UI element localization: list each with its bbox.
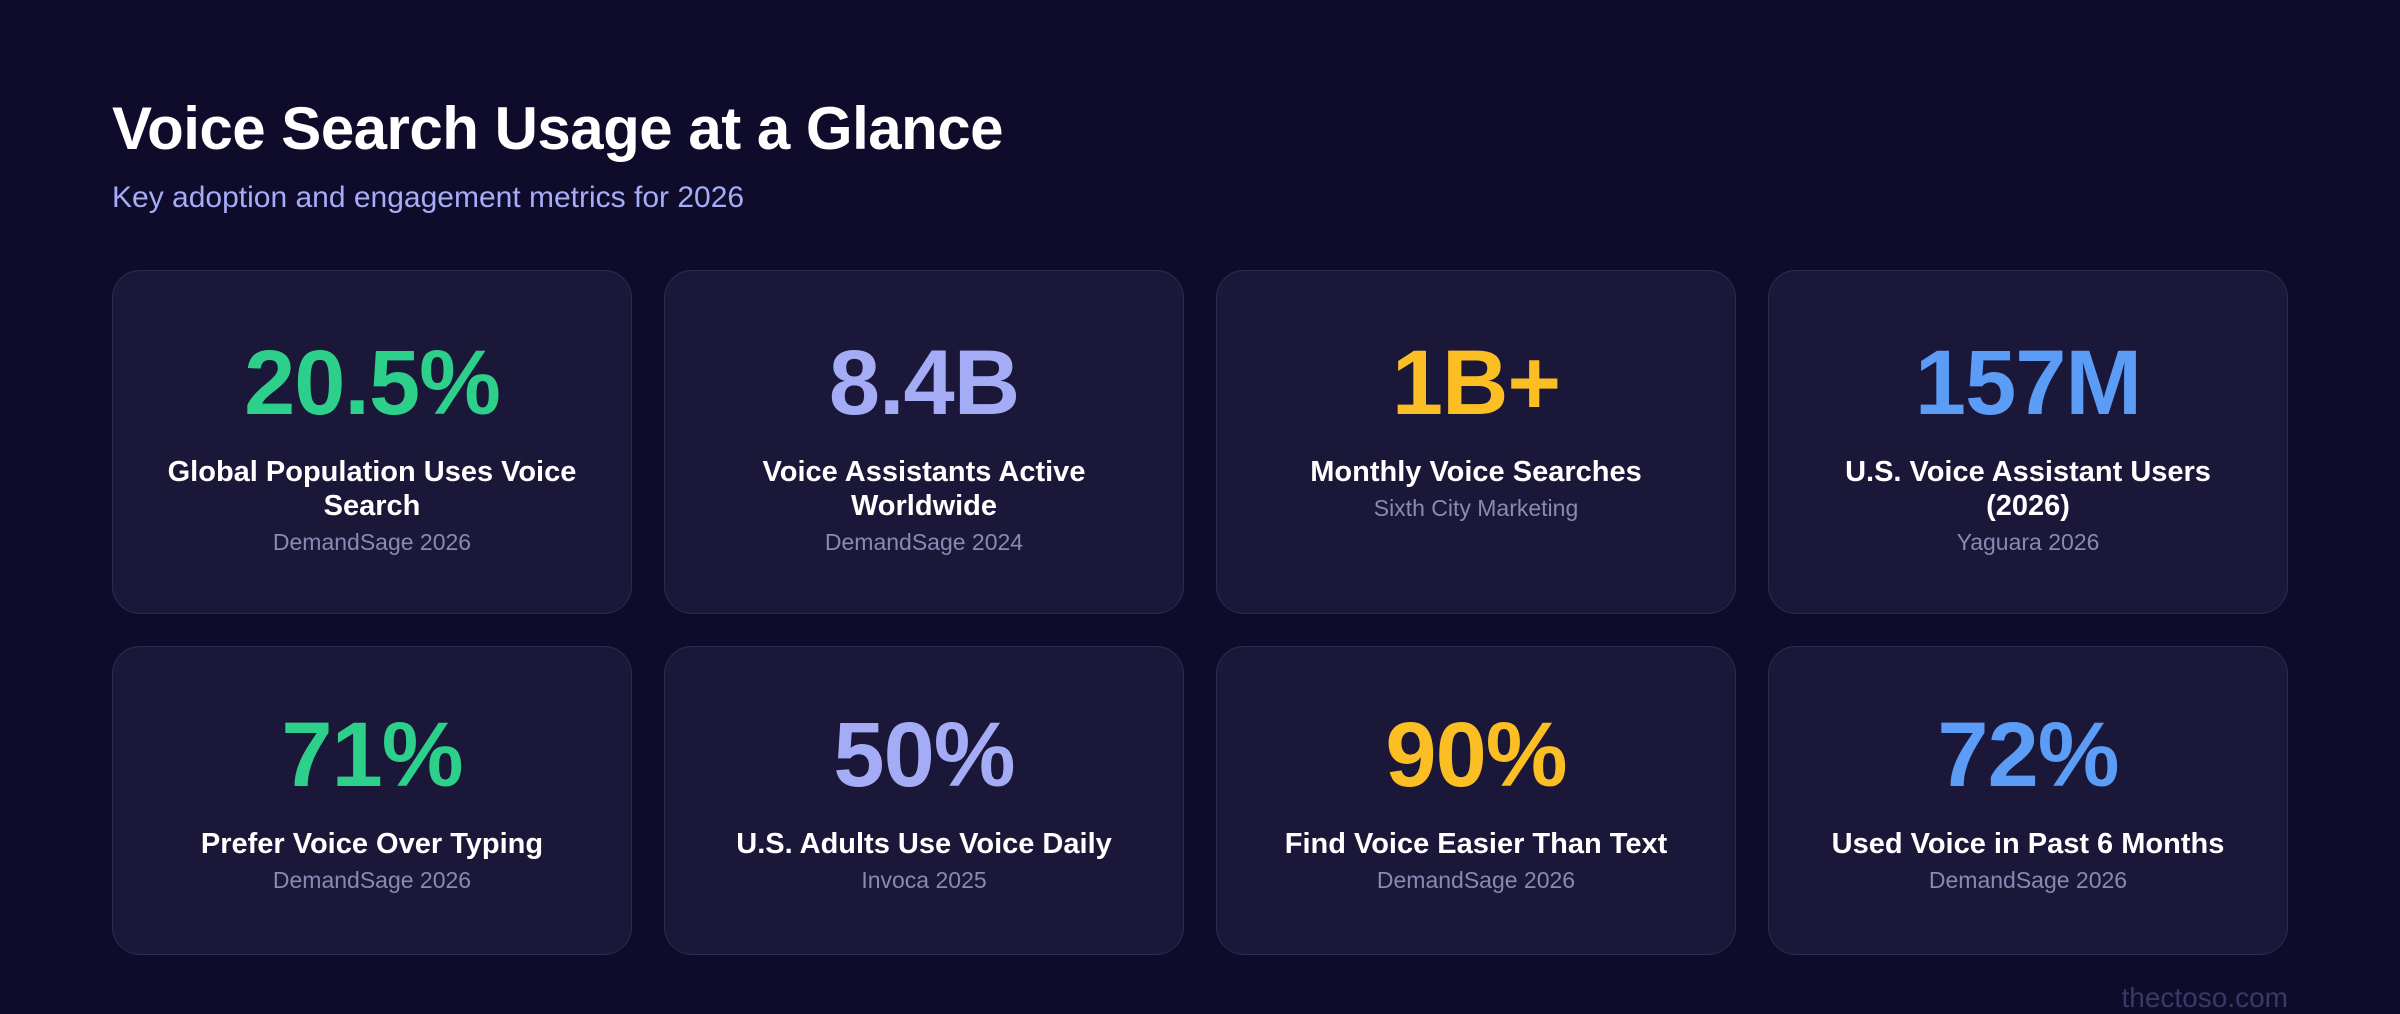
stat-label: U.S. Voice Assistant Users (2026) [1845,456,2211,522]
stat-label: Monthly Voice Searches [1310,456,1642,488]
stat-source: DemandSage 2026 [272,867,472,893]
stat-value: 8.4B [828,332,1020,434]
stat-card-us-users: 157M U.S. Voice Assistant Users (2026) Y… [1768,270,2288,614]
page-subtitle: Key adoption and engagement metrics for … [112,181,745,214]
stats-grid: 20.5% Global Population Uses Voice Searc… [112,270,2288,955]
stat-card-prefer-voice: 71% Prefer Voice Over Typing DemandSage … [112,646,632,955]
stat-source: Sixth City Marketing [1373,495,1579,521]
page-header: Voice Search Usage at a Glance Key adopt… [112,92,1004,218]
stat-label: Find Voice Easier Than Text [1284,828,1668,860]
stat-card-global-population: 20.5% Global Population Uses Voice Searc… [112,270,632,614]
page-title: Voice Search Usage at a Glance [112,95,1004,162]
stat-source: DemandSage 2024 [824,529,1024,555]
stat-label: Voice Assistants Active Worldwide [762,456,1086,522]
stat-source: DemandSage 2026 [1928,867,2128,893]
stat-card-voice-assistants: 8.4B Voice Assistants Active Worldwide D… [664,270,1184,614]
stat-card-past-six-months: 72% Used Voice in Past 6 Months DemandSa… [1768,646,2288,955]
stat-label: U.S. Adults Use Voice Daily [736,828,1112,860]
stat-label: Used Voice in Past 6 Months [1831,828,2225,860]
stat-value: 20.5% [244,332,501,434]
stat-value: 71% [281,704,463,806]
stat-value: 72% [1937,704,2119,806]
stat-source: Yaguara 2026 [1956,529,2100,555]
stat-label: Prefer Voice Over Typing [200,828,544,860]
stat-card-easier-than-text: 90% Find Voice Easier Than Text DemandSa… [1216,646,1736,955]
stat-value: 50% [833,704,1015,806]
stat-card-monthly-searches: 1B+ Monthly Voice Searches Sixth City Ma… [1216,270,1736,614]
stat-source: DemandSage 2026 [272,529,472,555]
stat-value: 1B+ [1391,332,1561,434]
footer-credit: thectoso.com [2121,982,2288,1013]
stat-card-daily-use: 50% U.S. Adults Use Voice Daily Invoca 2… [664,646,1184,955]
stat-value: 90% [1385,704,1567,806]
stat-value: 157M [1914,332,2142,434]
stat-label: Global Population Uses Voice Search [167,456,577,522]
stat-source: DemandSage 2026 [1376,867,1576,893]
stat-source: Invoca 2025 [861,867,987,893]
